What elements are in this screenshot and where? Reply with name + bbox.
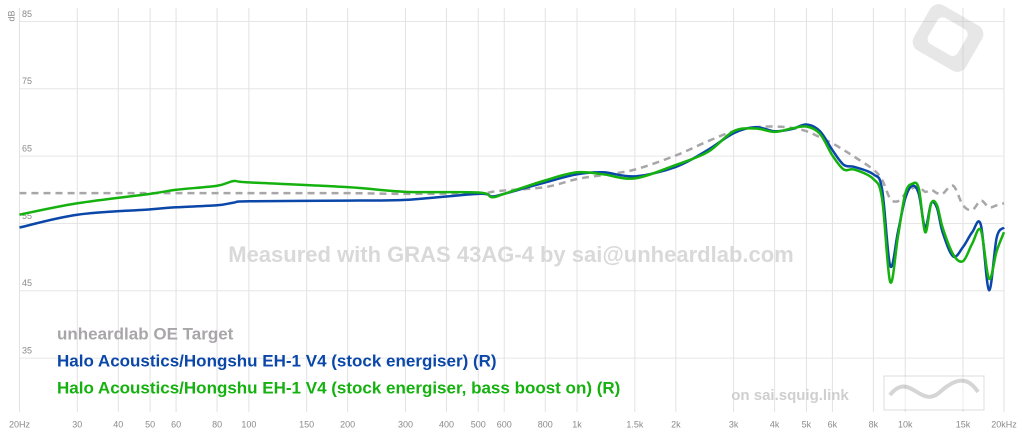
y-tick-label: 75 xyxy=(22,76,32,86)
x-tick-label: 2k xyxy=(671,419,681,429)
x-tick-label: 3k xyxy=(729,419,739,429)
x-tick-label: 40 xyxy=(113,419,123,429)
x-tick-label: 8k xyxy=(869,419,879,429)
y-tick-label: 45 xyxy=(22,278,32,288)
y-axis-label: dB xyxy=(6,10,16,21)
x-tick-label: 4k xyxy=(770,419,780,429)
x-tick-label: 150 xyxy=(299,419,314,429)
x-tick-label: 100 xyxy=(241,419,256,429)
x-tick-label: 1k xyxy=(572,419,582,429)
x-tick-label: 10k xyxy=(898,419,913,429)
x-tick-label: 600 xyxy=(497,419,512,429)
legend-entry: unheardlab OE Target xyxy=(57,324,234,343)
x-tick-label: 60 xyxy=(171,419,181,429)
x-tick-label: 800 xyxy=(538,419,553,429)
x-tick-label: 400 xyxy=(439,419,454,429)
x-tick-label: 20Hz xyxy=(9,419,31,429)
x-tick-label: 15k xyxy=(956,419,971,429)
y-tick-label: 35 xyxy=(22,346,32,356)
y-tick-label: 65 xyxy=(22,144,32,154)
legend-entry: Halo Acoustics/Hongshu EH-1 V4 (stock en… xyxy=(57,378,620,397)
watermark: Measured with GRAS 43AG-4 by sai@unheard… xyxy=(228,242,793,267)
x-tick-label: 5k xyxy=(802,419,812,429)
grid xyxy=(19,8,1005,412)
annotation: on sai.squig.link xyxy=(731,387,849,404)
series-line xyxy=(19,125,1005,212)
x-tick-label: 20kHz xyxy=(991,419,1017,429)
x-tick-label: 50 xyxy=(145,419,155,429)
x-tick-label: 6k xyxy=(828,419,838,429)
logo xyxy=(912,4,984,72)
x-tick-label: 30 xyxy=(72,419,82,429)
legend-entry: Halo Acoustics/Hongshu EH-1 V4 (stock en… xyxy=(57,351,497,370)
x-tick-label: 80 xyxy=(212,419,222,429)
y-tick-label: 55 xyxy=(22,211,32,221)
squiggle-box xyxy=(883,375,985,411)
x-tick-label: 1.5k xyxy=(626,419,644,429)
y-tick-label: 85 xyxy=(22,9,32,19)
series-line xyxy=(19,125,1006,284)
x-tick-label: 500 xyxy=(471,419,486,429)
x-tick-label: 300 xyxy=(398,419,413,429)
x-tick-label: 200 xyxy=(340,419,355,429)
